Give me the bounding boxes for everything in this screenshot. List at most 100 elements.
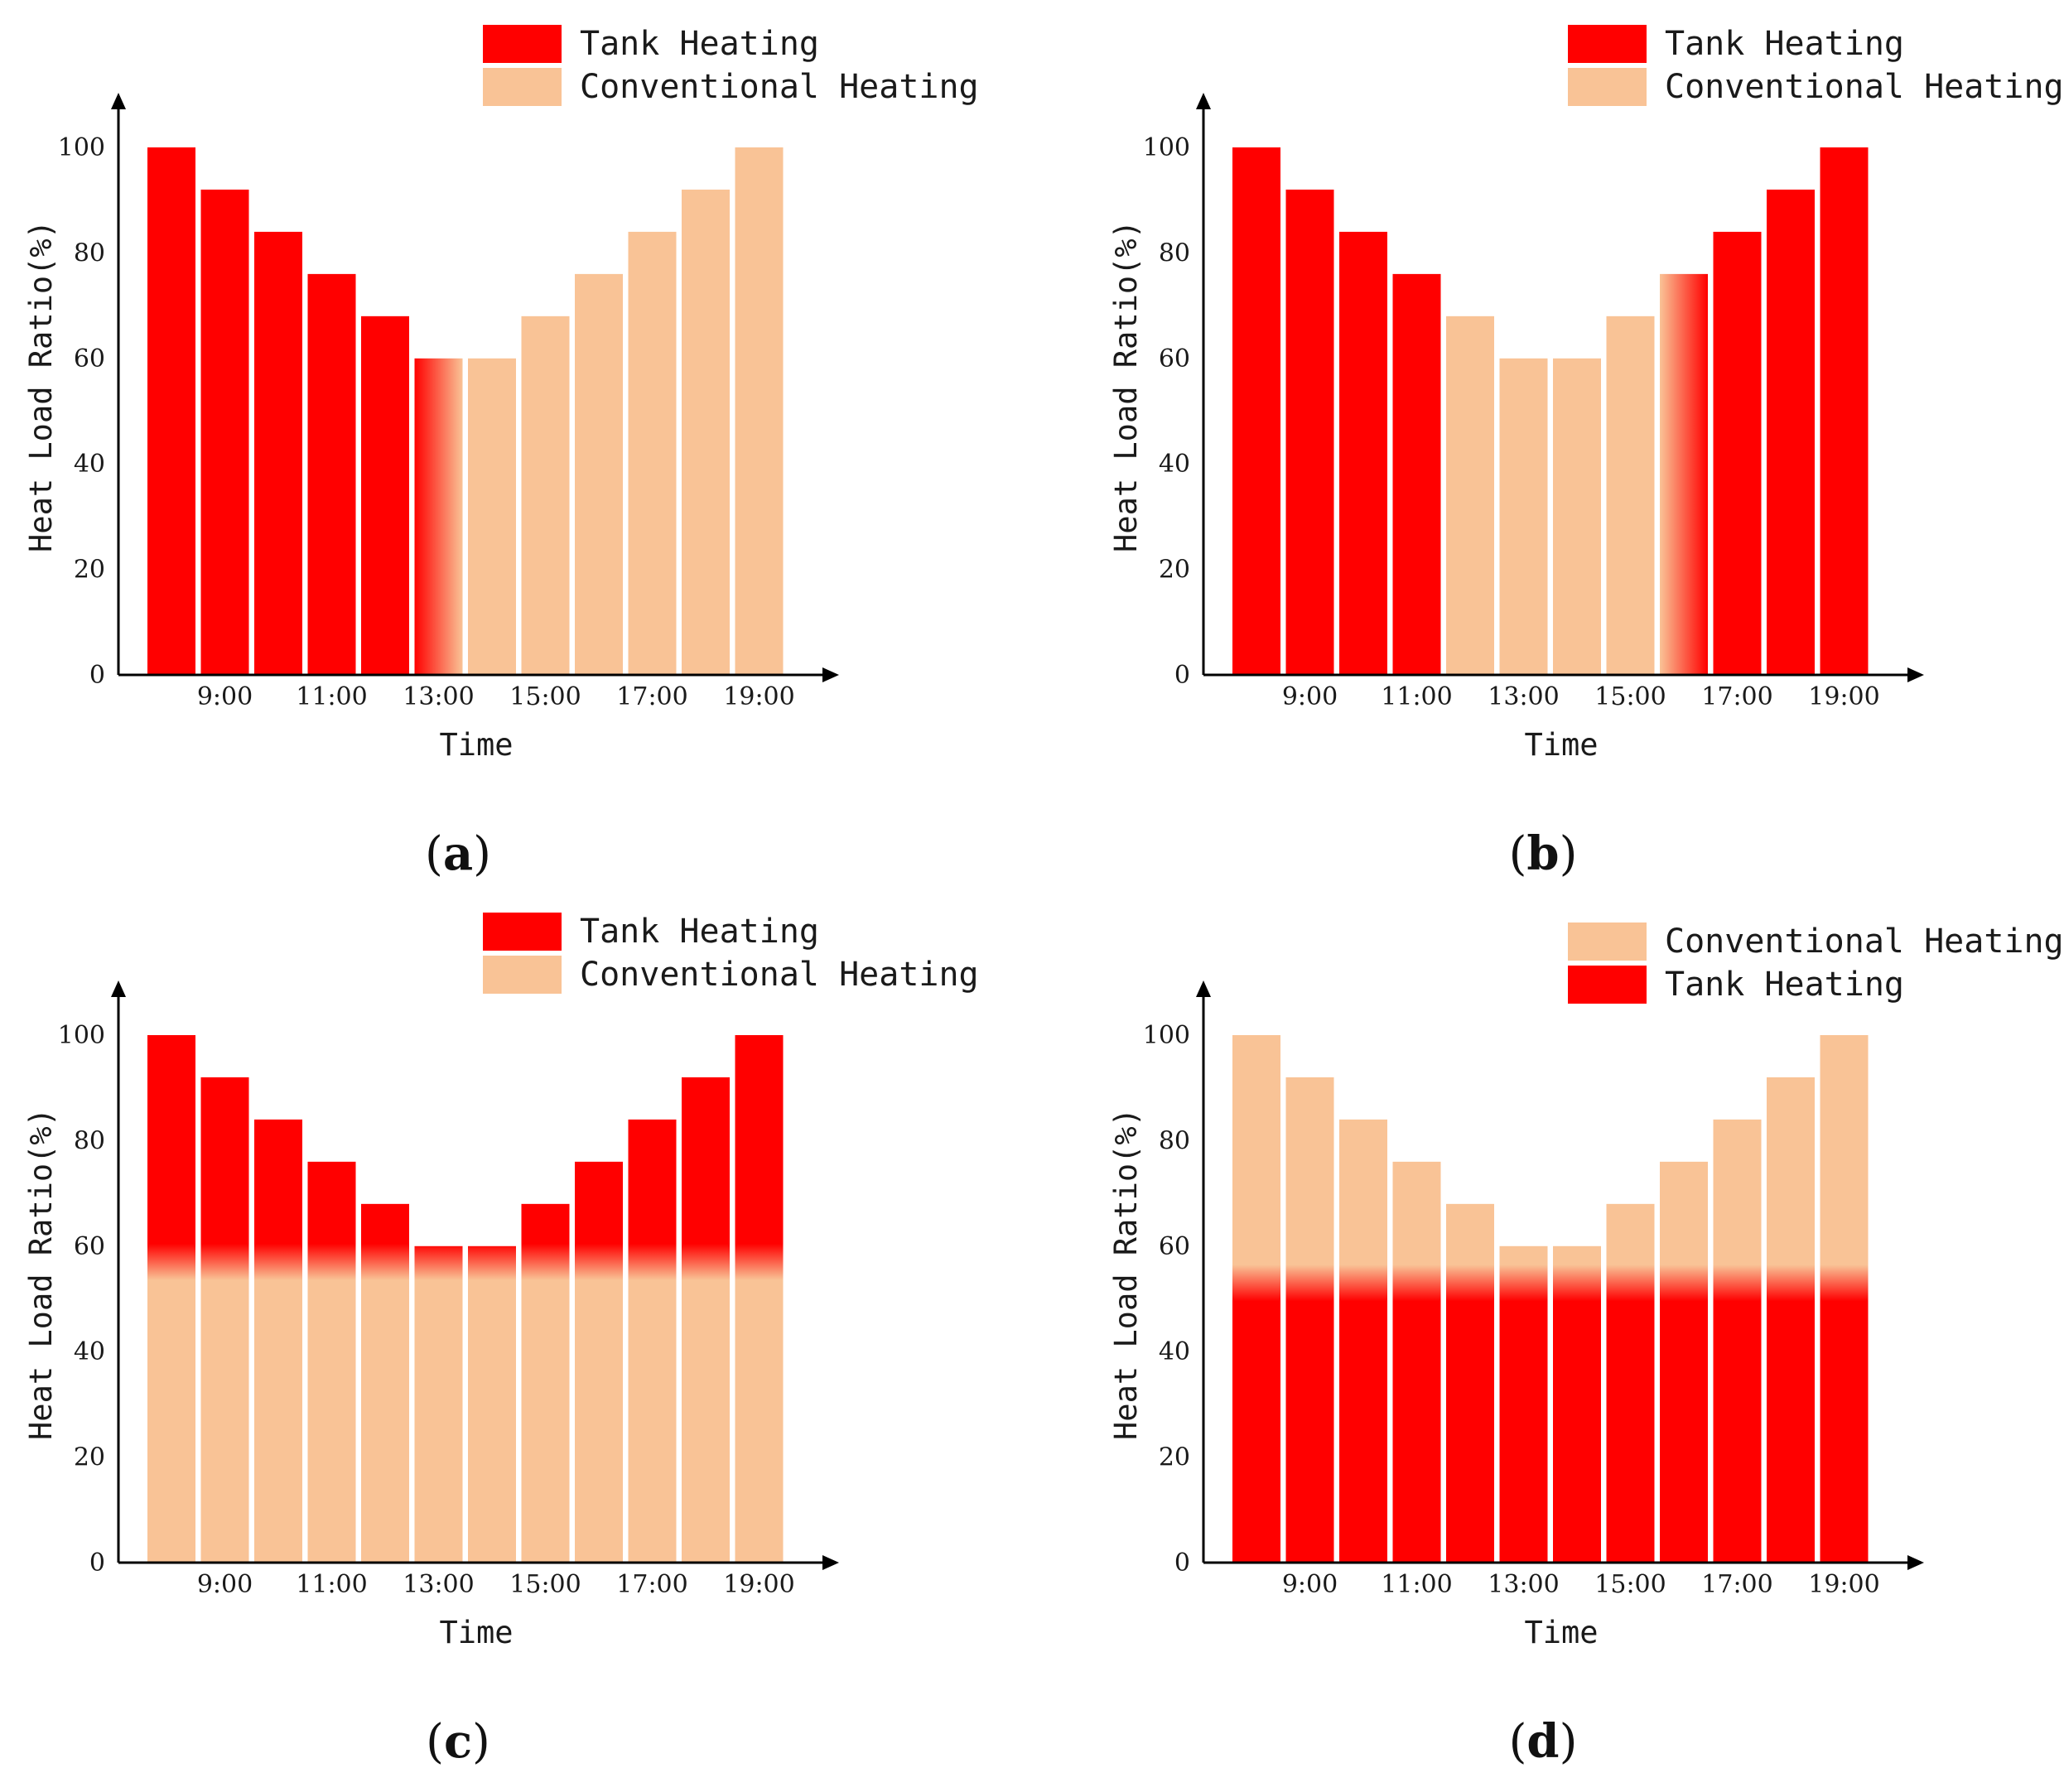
panel-caption: (d) (1509, 1714, 1578, 1769)
y-tick-label: 60 (1159, 1232, 1190, 1261)
bar-900 (1285, 1077, 1334, 1563)
y-axis-arrow (1196, 93, 1211, 109)
bar-1600 (575, 1161, 623, 1563)
y-tick-label: 0 (89, 661, 105, 690)
y-axis-arrow (111, 93, 126, 109)
x-axis-arrow (822, 667, 839, 682)
y-tick-label: 40 (1159, 450, 1190, 479)
y-tick-label: 0 (1174, 661, 1190, 690)
y-tick-label: 0 (1174, 1549, 1190, 1578)
bar-1400 (1553, 358, 1601, 675)
legend-label-tank: Tank Heating (580, 913, 819, 951)
bar-1100 (307, 273, 356, 675)
y-tick-label: 60 (74, 344, 105, 373)
bar-800 (1232, 147, 1280, 675)
bar-1400 (468, 358, 516, 675)
legend-swatch-conventional (1568, 68, 1647, 106)
y-tick-label: 60 (1159, 344, 1190, 373)
bar-1700 (628, 231, 677, 675)
x-tick-label: 17:00 (616, 682, 687, 711)
bar-1100 (1392, 1161, 1441, 1563)
x-tick-label: 11:00 (1381, 682, 1452, 711)
legend-swatch-tank (483, 25, 562, 63)
bar-1200 (361, 316, 409, 675)
bar-1500 (1606, 316, 1655, 675)
bar-1900 (735, 1035, 784, 1563)
legend-label-conventional: Conventional Heating (580, 68, 979, 106)
chart-panel-d: 0 20 40 60 80 100 9:00 11:00 13:00 15:00 17:00 19:0… (1108, 922, 2064, 1769)
bar-800 (1232, 1035, 1280, 1563)
legend-swatch-conventional (483, 956, 562, 994)
bar-900 (1285, 189, 1334, 675)
x-tick-label: 11:00 (1381, 1570, 1452, 1599)
bar-1300 (1499, 1245, 1548, 1563)
x-tick-label: 13:00 (1488, 1570, 1559, 1599)
y-axis-title: Heat Load Ratio(%) (1108, 1108, 1144, 1440)
y-tick-label: 100 (58, 133, 105, 162)
bar-1800 (682, 1077, 730, 1563)
panel-caption: (a) (425, 826, 491, 881)
bar-1900 (1820, 147, 1869, 675)
bar-1400 (468, 1245, 516, 1563)
legend-label-conventional: Conventional Heating (580, 956, 979, 994)
chart-panel-a: 0 20 40 60 80 100 9:00 11:00 13:00 15:00 17:00 19:0… (23, 25, 979, 881)
x-tick-label: 15:00 (1594, 682, 1666, 711)
x-tick-label: 9:00 (1282, 682, 1338, 711)
y-tick-label: 0 (89, 1549, 105, 1578)
y-tick-label: 80 (74, 238, 105, 267)
y-axis-title: Heat Load Ratio(%) (1108, 220, 1144, 552)
y-tick-label: 60 (74, 1232, 105, 1261)
legend-label-tank: Tank Heating (1665, 966, 1904, 1004)
bar-1600 (1660, 1161, 1708, 1563)
x-tick-label: 9:00 (197, 682, 253, 711)
x-tick-label: 9:00 (1282, 1570, 1338, 1599)
bar-1500 (1606, 1203, 1655, 1563)
chart-panel-c: 0 20 40 60 80 100 9:00 11:00 13:00 15:00 17:00 19:0… (23, 913, 979, 1769)
x-axis-title: Time (1524, 1615, 1598, 1650)
x-tick-label: 17:00 (1701, 682, 1772, 711)
bar-800 (147, 1035, 195, 1563)
y-tick-label: 80 (1159, 1126, 1190, 1155)
x-axis-title: Time (439, 727, 513, 763)
bar-1000 (254, 1119, 302, 1563)
x-tick-label: 13:00 (1488, 682, 1559, 711)
legend-label-conventional: Conventional Heating (1665, 922, 2064, 961)
x-tick-label: 11:00 (296, 1570, 367, 1599)
bar-1700 (628, 1119, 677, 1563)
panel-caption: (b) (1509, 826, 1578, 881)
bar-1100 (1392, 273, 1441, 675)
bar-1200 (361, 1203, 409, 1563)
legend-label-tank: Tank Heating (580, 25, 819, 63)
x-tick-label: 13:00 (403, 1570, 474, 1599)
x-axis-arrow (822, 1555, 839, 1570)
legend-label-tank: Tank Heating (1665, 25, 1904, 63)
bar-1500 (521, 1203, 570, 1563)
panel-caption: (c) (426, 1714, 490, 1769)
y-axis-arrow (1196, 980, 1211, 997)
bar-1700 (1713, 1119, 1762, 1563)
bar-1800 (1767, 189, 1815, 675)
x-axis-title: Time (1524, 727, 1598, 763)
y-axis-arrow (111, 980, 126, 997)
bar-1600 (1660, 273, 1708, 675)
bar-1700 (1713, 231, 1762, 675)
bar-1100 (307, 1161, 356, 1563)
y-tick-label: 20 (1159, 1443, 1190, 1472)
x-tick-label: 9:00 (197, 1570, 253, 1599)
y-tick-label: 40 (74, 450, 105, 479)
x-axis-arrow (1907, 1555, 1924, 1570)
legend-swatch-tank (1568, 25, 1647, 63)
y-tick-label: 20 (74, 556, 105, 585)
bar-800 (147, 147, 195, 675)
y-tick-label: 80 (1159, 238, 1190, 267)
y-tick-label: 40 (74, 1337, 105, 1366)
bar-1500 (521, 316, 570, 675)
legend-swatch-tank (1568, 966, 1647, 1004)
x-tick-label: 19:00 (1808, 682, 1879, 711)
y-tick-label: 20 (1159, 556, 1190, 585)
chart-panel-b: 0 20 40 60 80 100 9:00 11:00 13:00 15:00 17:00 19:0… (1108, 25, 2064, 881)
bar-1300 (414, 358, 463, 675)
x-tick-label: 19:00 (723, 1570, 794, 1599)
y-tick-label: 100 (58, 1021, 105, 1050)
